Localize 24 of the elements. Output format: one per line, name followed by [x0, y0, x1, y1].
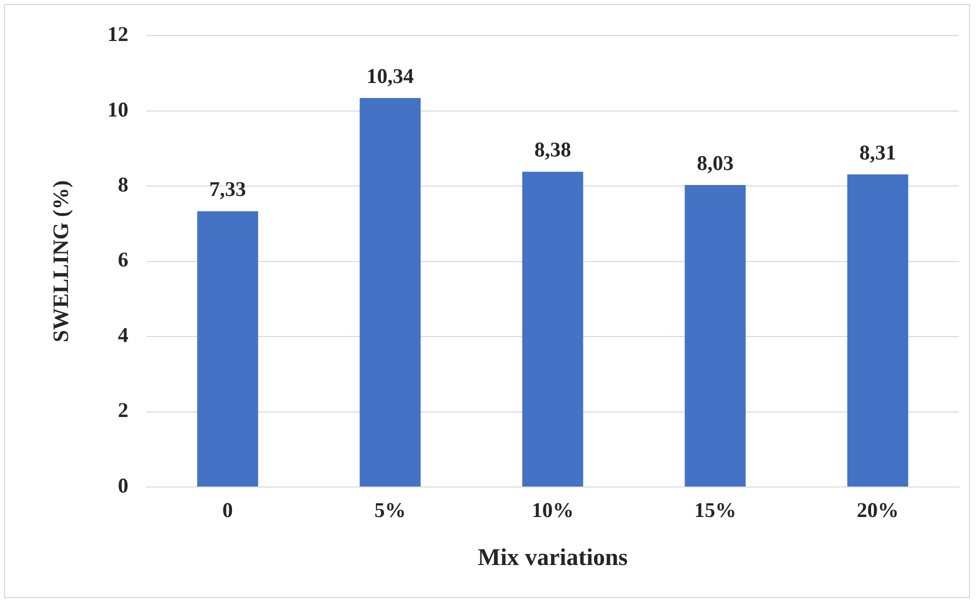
y-tick-label: 6 — [118, 248, 128, 272]
y-tick-label: 2 — [118, 398, 128, 422]
bar — [197, 211, 258, 486]
data-label: 7,33 — [209, 177, 246, 202]
data-label: 10,34 — [366, 64, 414, 88]
x-tick-label: 15% — [694, 498, 736, 522]
bar — [522, 172, 584, 486]
data-label: 8,31 — [859, 140, 896, 164]
y-tick-label: 4 — [118, 322, 129, 347]
y-axis-title: SWELLING (%) — [48, 180, 73, 342]
x-tick-label: 5% — [374, 498, 406, 522]
y-tick-label: 12 — [107, 22, 128, 46]
data-label: 8,38 — [534, 138, 572, 162]
x-axis-title: Mix variations — [478, 544, 628, 571]
x-tick-label: 0 — [222, 498, 233, 522]
data-label: 8,03 — [696, 150, 734, 175]
bar — [847, 174, 908, 486]
x-tick-label: 10% — [532, 498, 574, 522]
x-tick-label: 20% — [856, 498, 899, 522]
bar — [360, 98, 421, 486]
y-tick-label: 0 — [118, 473, 128, 498]
y-tick-label: 8 — [118, 172, 128, 196]
y-tick-label: 10 — [107, 97, 128, 122]
bar — [684, 184, 746, 486]
